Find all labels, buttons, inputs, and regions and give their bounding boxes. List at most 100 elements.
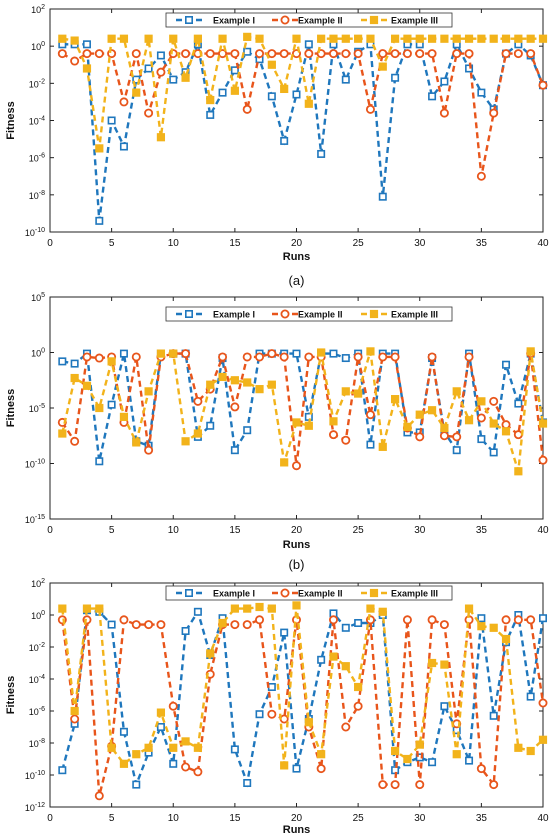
data-point: [464, 416, 474, 425]
legend-box: [165, 306, 453, 322]
y-tick-label: 10-2: [29, 78, 45, 89]
data-point: [255, 615, 265, 625]
data-point: [317, 149, 326, 158]
legend-label: Example I: [213, 589, 255, 599]
y-tick-label: 10-5: [29, 403, 45, 414]
data-point: [428, 92, 437, 101]
data-point: [169, 349, 178, 358]
data-point: [291, 461, 301, 471]
x-tick-label: 0: [47, 813, 53, 824]
data-point: [329, 417, 338, 426]
data-point: [168, 701, 178, 711]
data-point: [390, 352, 400, 362]
data-point: [403, 422, 412, 431]
chart-panel-1: 0 5 10 15 20 25 30 35 40 10-10 10-8 10-6 10-4 10-2 100…: [5, 4, 549, 288]
data-point: [440, 34, 449, 43]
x-tick-label: 35: [476, 238, 488, 249]
data-point: [242, 620, 252, 630]
data-point: [267, 49, 277, 59]
legend-label: Example I: [213, 310, 255, 320]
y-axis-label: Fitness: [5, 101, 17, 140]
data-point: [513, 430, 523, 440]
data-point: [95, 403, 104, 413]
data-point: [378, 442, 387, 451]
data-point: [489, 780, 499, 790]
series-line-2: [61, 352, 545, 466]
data-point: [255, 34, 264, 43]
data-point: [341, 387, 350, 396]
data-point: [119, 349, 128, 358]
data-point: [391, 73, 400, 82]
data-point: [243, 604, 252, 613]
data-point: [242, 352, 252, 362]
data-point: [427, 658, 437, 668]
data-point: [131, 352, 141, 362]
data-point: [538, 735, 548, 744]
data-point: [280, 136, 289, 145]
data-point: [156, 620, 166, 630]
data-point: [144, 108, 154, 118]
x-tick-label: 0: [47, 525, 53, 536]
data-point: [514, 467, 523, 476]
data-point: [267, 604, 276, 613]
data-point: [353, 352, 363, 362]
x-tick-label: 40: [537, 813, 549, 824]
data-point: [501, 420, 511, 430]
data-point: [427, 615, 437, 625]
data-point: [477, 397, 486, 406]
data-point: [181, 762, 191, 772]
data-point: [452, 446, 461, 455]
data-point: [391, 746, 400, 756]
data-point: [415, 432, 425, 442]
plot-area-frame: [49, 296, 544, 520]
y-tick-label: 102: [31, 4, 45, 15]
data-point: [513, 615, 523, 625]
data-point: [341, 722, 351, 732]
data-point: [70, 436, 80, 446]
x-axis-label: Runs: [283, 824, 311, 836]
series-line-3: [62, 35, 543, 149]
data-point: [70, 359, 79, 368]
data-point: [292, 764, 301, 773]
data-point: [267, 709, 277, 719]
data-point: [292, 34, 301, 43]
data-point: [242, 104, 252, 114]
legend-marker: [185, 588, 194, 597]
legend-box: [165, 585, 453, 601]
data-point: [58, 604, 67, 613]
data-point: [317, 348, 326, 357]
data-point: [415, 34, 424, 43]
data-point: [452, 34, 461, 43]
data-point: [501, 427, 511, 436]
data-point: [341, 34, 350, 43]
data-point: [464, 34, 474, 43]
data-point: [193, 743, 203, 752]
data-point: [144, 34, 153, 43]
data-point: [415, 410, 424, 419]
data-point: [280, 761, 289, 770]
data-point: [94, 791, 104, 801]
data-point: [502, 360, 511, 369]
data-point: [538, 455, 548, 465]
y-tick-label: 10-12: [25, 802, 45, 813]
data-point: [513, 49, 523, 59]
legend-marker: [369, 15, 379, 25]
data-point: [95, 457, 104, 466]
data-point: [169, 34, 178, 43]
data-point: [243, 778, 252, 787]
data-point: [403, 754, 412, 764]
data-point: [292, 601, 301, 610]
data-point: [489, 396, 499, 406]
data-point: [70, 36, 79, 45]
data-point: [476, 171, 486, 181]
data-point: [378, 352, 388, 362]
data-point: [391, 395, 400, 404]
data-point: [514, 743, 523, 752]
data-point: [144, 445, 154, 455]
legend-label: Example III: [391, 310, 438, 320]
data-point: [193, 396, 203, 406]
data-point: [465, 756, 474, 765]
data-point: [304, 352, 314, 362]
data-point: [70, 714, 80, 724]
y-tick-label: 10-4: [29, 674, 45, 685]
